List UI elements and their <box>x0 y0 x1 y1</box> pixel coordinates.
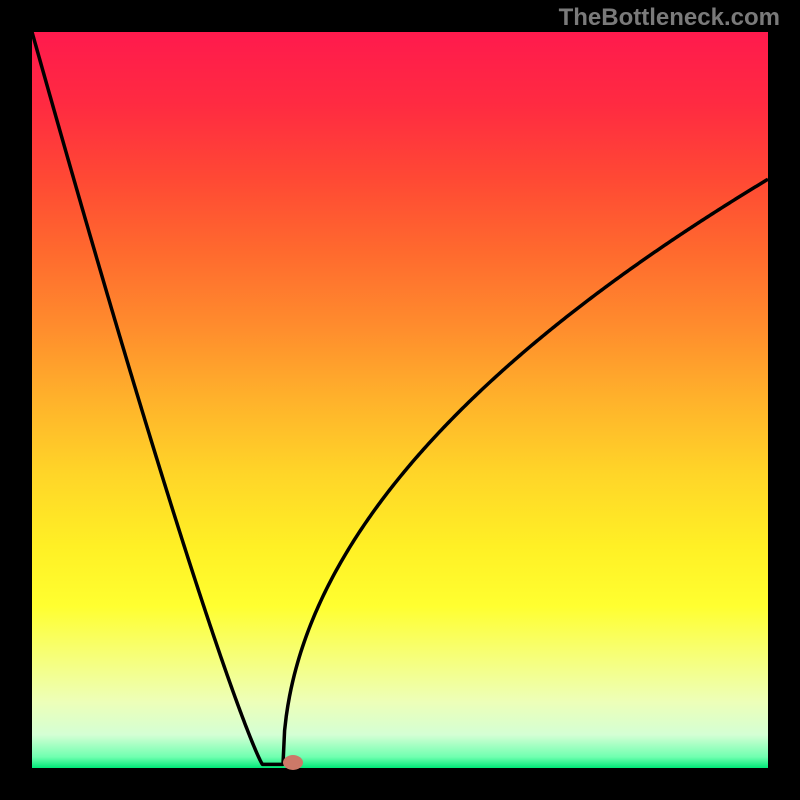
plot-area <box>32 32 768 768</box>
vertex-marker <box>283 755 303 770</box>
watermark-text: TheBottleneck.com <box>559 4 780 32</box>
chart-container: TheBottleneck.com <box>0 0 800 800</box>
